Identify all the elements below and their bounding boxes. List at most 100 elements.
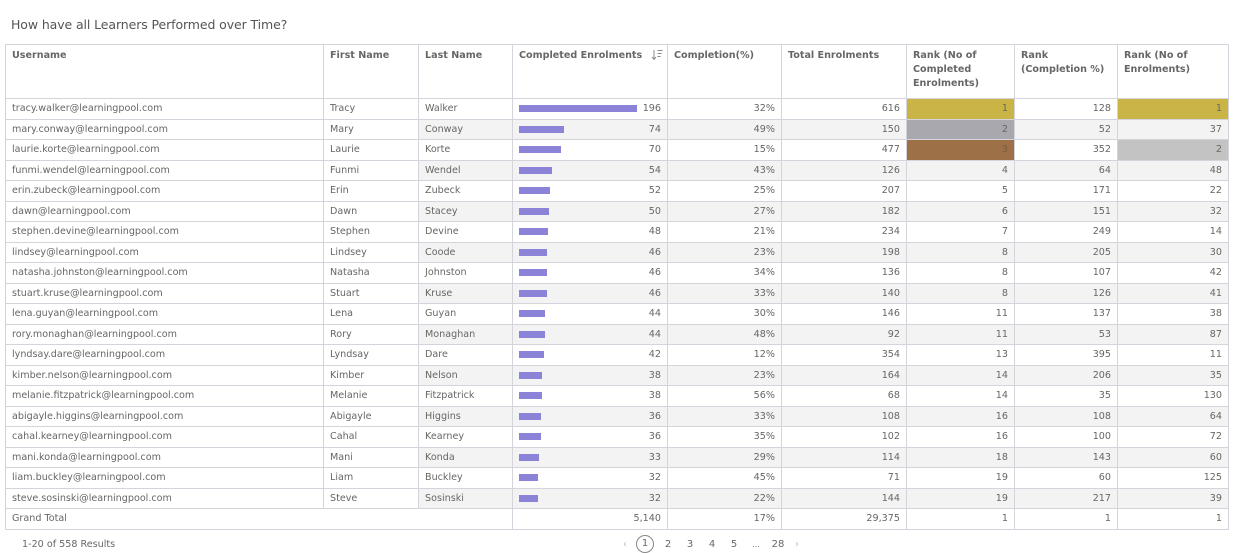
column-header-total-enrolments[interactable]: Total Enrolments xyxy=(781,44,907,99)
table-row[interactable]: stephen.devine@learningpool.com Stephen De… xyxy=(5,221,1229,243)
page-button-last[interactable]: 28 xyxy=(771,538,785,550)
completion-pct-cell: 45% xyxy=(667,467,782,489)
rank-completion-pct-cell: 171 xyxy=(1014,180,1118,202)
completed-enrolments-value: 36 xyxy=(648,410,661,422)
completion-pct-cell: 33% xyxy=(667,405,782,427)
completion-pct-cell: 21% xyxy=(667,221,782,243)
table-row[interactable]: rory.monaghan@learningpool.com Rory Monagh… xyxy=(5,323,1229,345)
completed-enrolments-cell: 196 xyxy=(512,98,668,120)
table-row[interactable]: erin.zubeck@learningpool.com Erin Zubeck 52… xyxy=(5,180,1229,202)
last-name-cell: Nelson xyxy=(418,364,513,386)
table-row[interactable]: steve.sosinski@learningpool.com Steve Sosi… xyxy=(5,487,1229,509)
table-row[interactable]: natasha.johnston@learningpool.com Natasha… xyxy=(5,262,1229,284)
table-row[interactable]: kimber.nelson@learningpool.com Kimber Nels… xyxy=(5,364,1229,386)
username-cell: erin.zubeck@learningpool.com xyxy=(5,180,324,202)
column-header-completed-enrolments[interactable]: Completed Enrolments xyxy=(512,44,668,99)
last-name-cell: Kearney xyxy=(418,426,513,448)
first-name-cell: Abigayle xyxy=(323,405,419,427)
sort-descending-icon[interactable] xyxy=(651,49,663,61)
rank-enrolments-cell: 32 xyxy=(1117,200,1229,222)
table-row[interactable]: laurie.korte@learningpool.com Laurie Korte… xyxy=(5,139,1229,161)
results-count: 1-20 of 558 Results xyxy=(22,539,116,550)
rank-enrolments-cell: 87 xyxy=(1117,323,1229,345)
table-row[interactable]: melanie.fitzpatrick@learningpool.com Mela… xyxy=(5,385,1229,407)
column-header-last-name[interactable]: Last Name xyxy=(418,44,513,99)
completed-enrolments-value: 32 xyxy=(648,472,661,484)
completed-enrolments-value: 46 xyxy=(648,267,661,279)
page-button[interactable]: 5 xyxy=(730,538,738,550)
rank-enrolments-cell: 11 xyxy=(1117,344,1229,366)
column-header-rank-completion-pct[interactable]: Rank (Completion %) xyxy=(1014,44,1118,99)
prev-page-button[interactable]: ‹ xyxy=(623,538,627,550)
rank-enrolments-cell: 125 xyxy=(1117,467,1229,489)
completed-enrolments-bar xyxy=(519,125,564,133)
completed-enrolments-bar xyxy=(519,269,547,276)
completed-enrolments-cell: 38 xyxy=(512,385,668,407)
grand-total-completion-pct: 17% xyxy=(667,508,782,530)
total-enrolments-cell: 68 xyxy=(781,385,907,407)
table-row[interactable]: funmi.wendel@learningpool.com Funmi Wendel… xyxy=(5,159,1229,181)
rank-completed-cell: 19 xyxy=(906,467,1015,489)
column-header-completion-pct[interactable]: Completion(%) xyxy=(667,44,782,99)
total-enrolments-cell: 71 xyxy=(781,467,907,489)
first-name-cell: Erin xyxy=(323,180,419,202)
column-header-rank-completed[interactable]: Rank (No of Completed Enrolments) xyxy=(906,44,1015,99)
column-header-rank-enrolments[interactable]: Rank (No of Enrolments) xyxy=(1117,44,1229,99)
rank-enrolments-cell: 30 xyxy=(1117,241,1229,263)
first-name-cell: Lyndsay xyxy=(323,344,419,366)
table-row[interactable]: stuart.kruse@learningpool.com Stuart Kruse… xyxy=(5,282,1229,304)
completed-enrolments-value: 38 xyxy=(648,369,661,381)
table-row[interactable]: liam.buckley@learningpool.com Liam Buckley… xyxy=(5,467,1229,489)
table-row[interactable]: lindsey@learningpool.com Lindsey Coode 46 23… xyxy=(5,241,1229,263)
username-cell: kimber.nelson@learningpool.com xyxy=(5,364,324,386)
username-cell: natasha.johnston@learningpool.com xyxy=(5,262,324,284)
rank-completion-pct-cell: 352 xyxy=(1014,139,1118,161)
rank-completed-cell: 18 xyxy=(906,446,1015,468)
first-name-cell: Lena xyxy=(323,303,419,325)
table-row[interactable]: lena.guyan@learningpool.com Lena Guyan 44 30… xyxy=(5,303,1229,325)
completion-pct-cell: 49% xyxy=(667,118,782,140)
rank-enrolments-cell: 22 xyxy=(1117,180,1229,202)
last-name-cell: Buckley xyxy=(418,467,513,489)
rank-completed-cell: 14 xyxy=(906,364,1015,386)
completed-enrolments-bar xyxy=(519,207,549,215)
page-button-current[interactable]: 1 xyxy=(636,535,654,553)
username-cell: stephen.devine@learningpool.com xyxy=(5,221,324,243)
last-name-cell: Conway xyxy=(418,118,513,140)
table-row[interactable]: lyndsay.dare@learningpool.com Lyndsay Dare… xyxy=(5,344,1229,366)
table-row[interactable]: abigayle.higgins@learningpool.com Abigayl… xyxy=(5,405,1229,427)
username-cell: dawn@learningpool.com xyxy=(5,200,324,222)
column-header-first-name[interactable]: First Name xyxy=(323,44,419,99)
rank-completed-cell: 4 xyxy=(906,159,1015,181)
table-row[interactable]: mani.konda@learningpool.com Mani Konda 33 29… xyxy=(5,446,1229,468)
username-cell: abigayle.higgins@learningpool.com xyxy=(5,405,324,427)
grand-total-label: Grand Total xyxy=(5,508,513,530)
completed-enrolments-bar xyxy=(519,248,547,256)
last-name-cell: Dare xyxy=(418,344,513,366)
completed-enrolments-cell: 46 xyxy=(512,262,668,284)
first-name-cell: Funmi xyxy=(323,159,419,181)
first-name-cell: Liam xyxy=(323,467,419,489)
completed-enrolments-cell: 32 xyxy=(512,467,668,489)
last-name-cell: Stacey xyxy=(418,200,513,222)
total-enrolments-cell: 198 xyxy=(781,241,907,263)
page-button[interactable]: 4 xyxy=(708,538,716,550)
completion-pct-cell: 27% xyxy=(667,200,782,222)
completed-enrolments-value: 54 xyxy=(648,164,661,176)
table-row[interactable]: tracy.walker@learningpool.com Tracy Walker… xyxy=(5,98,1229,120)
page-button[interactable]: 2 xyxy=(664,538,672,550)
next-page-button[interactable]: › xyxy=(795,538,799,550)
page-button[interactable]: 3 xyxy=(686,538,694,550)
table-row[interactable]: cahal.kearney@learningpool.com Cahal Kearn… xyxy=(5,426,1229,448)
column-header-username[interactable]: Username xyxy=(5,44,324,99)
username-cell: tracy.walker@learningpool.com xyxy=(5,98,324,120)
rank-completed-cell: 8 xyxy=(906,241,1015,263)
rank-completed-cell: 13 xyxy=(906,344,1015,366)
pagination: ‹ 1 2 3 4 5 ... 28 › xyxy=(617,535,805,553)
rank-completed-cell: 11 xyxy=(906,303,1015,325)
rank-completed-cell: 3 xyxy=(906,139,1015,161)
rank-enrolments-cell: 14 xyxy=(1117,221,1229,243)
table-row[interactable]: dawn@learningpool.com Dawn Stacey 50 27% 182 6… xyxy=(5,200,1229,222)
rank-completed-cell: 14 xyxy=(906,385,1015,407)
table-row[interactable]: mary.conway@learningpool.com Mary Conway 74… xyxy=(5,118,1229,140)
